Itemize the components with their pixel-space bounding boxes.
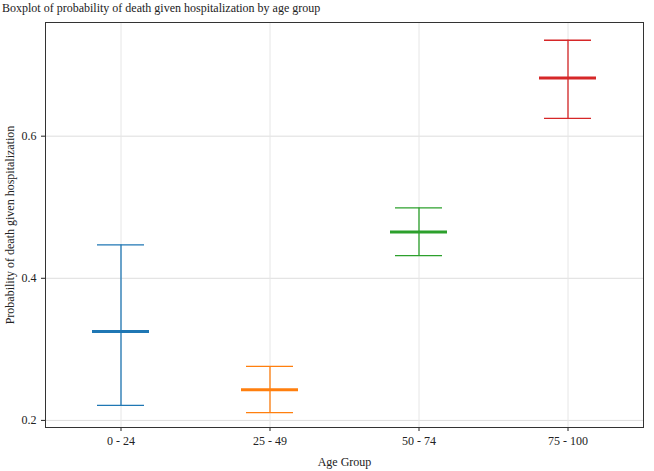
svg-text:0.2: 0.2 [22, 413, 37, 427]
svg-text:0.4: 0.4 [22, 271, 37, 285]
svg-text:50 - 74: 50 - 74 [402, 434, 436, 448]
svg-text:Age Group: Age Group [318, 455, 372, 469]
svg-text:0.6: 0.6 [22, 129, 37, 143]
svg-text:25 - 49: 25 - 49 [253, 434, 287, 448]
svg-text:Probability of death given hos: Probability of death given hospitalizati… [3, 126, 17, 325]
html-text:Boxplot of probability of deat: Boxplot of probability of death given ho… [2, 1, 321, 15]
svg-text:0 - 24: 0 - 24 [107, 434, 135, 448]
svg-text:75 - 100: 75 - 100 [548, 434, 588, 448]
